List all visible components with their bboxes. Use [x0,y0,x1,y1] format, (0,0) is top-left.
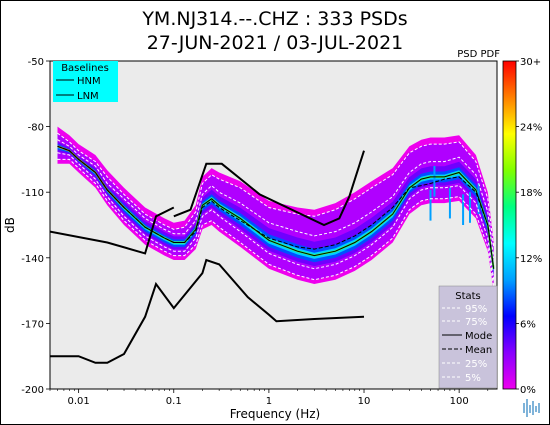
psd-pdf-label: PSD PDF [457,49,500,60]
hnm-baseline [173,150,365,227]
stat-line-mode [57,145,495,269]
y-tick-label: -200 [21,385,44,396]
x-axis-label: Frequency (Hz) [230,407,321,421]
lnm-baseline [50,258,365,364]
stats-lines [57,132,495,287]
pdf-band-violet [57,141,494,278]
iris-logo-icon [523,399,540,417]
colorbar-tick-label: 24% [520,123,542,134]
legend-lnm-label: LNM [77,91,99,102]
y-tick-label: -170 [21,319,44,330]
y-tick-label: -80 [28,123,44,134]
stat-line-5 [57,158,495,287]
stat-line-25 [57,152,495,280]
x-tick-label: 10 [358,396,371,407]
y-axis: -50 -80 -110 -140 -170 -200 [21,57,50,396]
colorbar-tick-label: 0% [520,385,536,396]
x-tick-label: 1 [266,396,272,407]
legend-75-label: 75% [465,317,487,328]
x-tick-label: 0.01 [68,396,90,407]
baseline-lines [50,150,365,364]
x-tick-label: 0.1 [166,396,182,407]
baselines-legend-title: Baselines [61,63,109,74]
colorbar-ticks: 30+ 24% 18% 12% 6% 0% [516,57,542,396]
chart-title-line2: 27-JUN-2021 / 03-JUL-2021 [147,32,404,54]
legend-mode-label: Mode [465,331,492,342]
colorbar [502,60,517,390]
y-tick-label: -50 [28,57,44,68]
colorbar-tick-label: 12% [520,254,542,265]
pdf-band-blue [57,144,494,275]
stat-line-75 [57,139,495,258]
x-axis: 0.01 0.1 1 10 100 [49,389,489,407]
y-tick-label: -110 [21,188,44,199]
stats-legend-box [438,285,498,389]
stats-legend-title: Stats [455,291,481,302]
baselines-legend: Baselines HNM LNM [53,61,118,102]
colorbar-tick-label: 6% [520,319,536,330]
y-tick-label: -140 [21,254,44,265]
colorbar-tick-label: 18% [520,188,542,199]
hnm-baseline-low [50,206,175,255]
stats-legend: Stats 95% 75% Mode Mean 25% 5% [438,285,498,389]
legend-mean-label: Mean [465,345,492,356]
y-axis-label: dB [3,217,17,233]
colorbar-tick-label: 30+ [520,57,541,68]
legend-25-label: 25% [465,359,487,370]
stat-line-95 [57,132,495,247]
legend-5-label: 5% [465,373,481,384]
legend-95-label: 95% [465,304,487,315]
legend-hnm-label: HNM [77,76,101,87]
chart-title-line1: YM.NJ314.--.CHZ : 333 PSDs [141,8,407,30]
x-tick-label: 100 [450,396,469,407]
